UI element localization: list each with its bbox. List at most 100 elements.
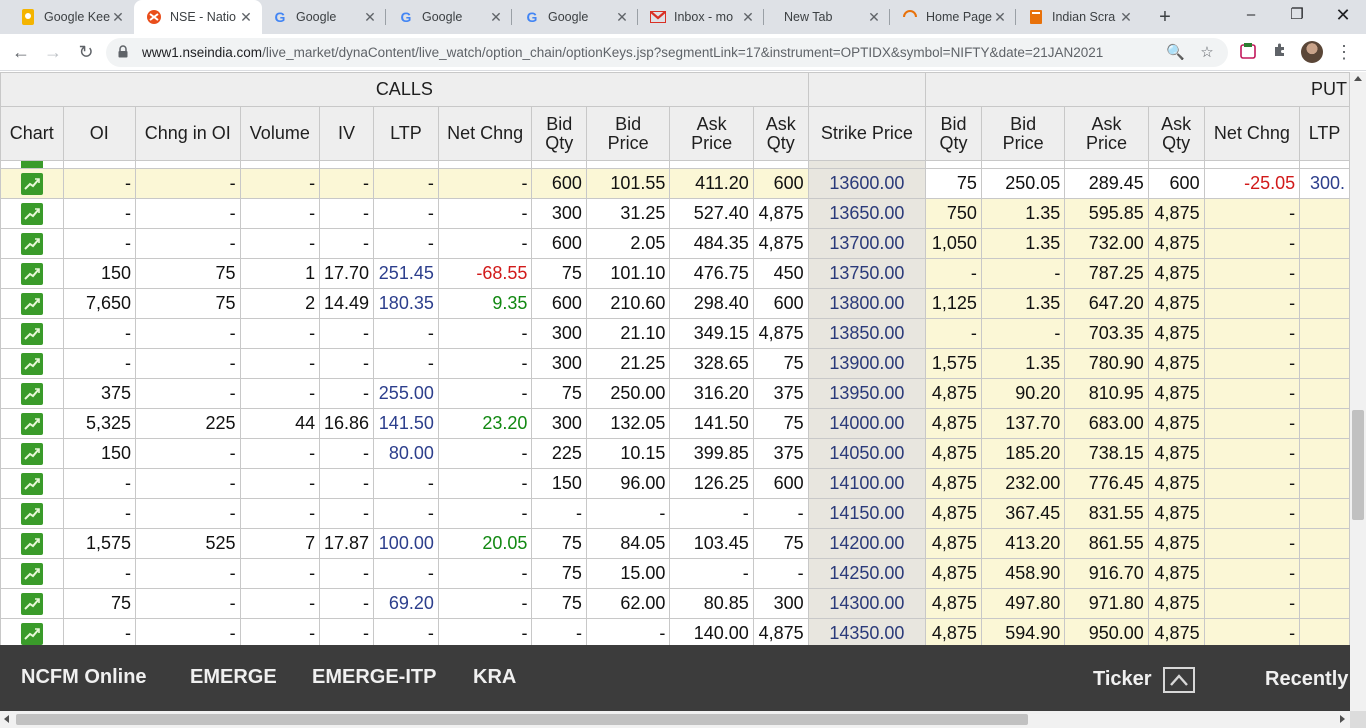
browser-tab-3[interactable]: G Google ✕	[260, 0, 386, 34]
put-net-chng-cell: -	[1203, 378, 1301, 409]
close-tab-icon[interactable]: ✕	[616, 8, 628, 25]
strike-price-cell[interactable]: 13850.00	[807, 318, 927, 349]
scroll-left-arrow-icon[interactable]	[4, 715, 9, 723]
address-bar[interactable]: www1.nseindia.com/live_market/dynaConten…	[106, 38, 1228, 67]
put-bid-price-cell: 367.45	[980, 498, 1066, 529]
browser-tab-2[interactable]: NSE - Natio ✕	[134, 0, 262, 34]
chart-icon[interactable]	[0, 588, 64, 619]
close-window-button[interactable]: ✕	[1335, 5, 1351, 25]
close-tab-icon[interactable]: ✕	[1120, 8, 1132, 25]
call-ltp-cell[interactable]: 251.45	[372, 258, 439, 289]
strike-price-cell[interactable]: 14050.00	[807, 438, 927, 469]
strike-price-cell[interactable]: 14200.00	[807, 528, 927, 559]
close-tab-icon[interactable]: ✕	[490, 8, 502, 25]
chart-icon[interactable]	[0, 558, 64, 589]
chart-icon[interactable]	[0, 408, 64, 439]
close-tab-icon[interactable]: ✕	[994, 8, 1006, 25]
strike-price-cell[interactable]: 14250.00	[807, 558, 927, 589]
restore-button[interactable]: ❐	[1290, 6, 1304, 23]
put-ask-price-cell: 861.55	[1064, 528, 1149, 559]
put-bid-qty-cell: 4,875	[925, 438, 982, 469]
browser-tab-4[interactable]: G Google ✕	[386, 0, 512, 34]
chart-icon[interactable]	[0, 198, 64, 229]
lock-icon[interactable]	[118, 45, 128, 58]
chart-icon[interactable]	[0, 378, 64, 409]
call-ltp-cell[interactable]: 100.00	[372, 528, 439, 559]
close-tab-icon[interactable]: ✕	[112, 8, 124, 25]
table-row: 150- - -80.00-225 10.15 399.85 375 14050.00 4,8…	[0, 438, 1350, 469]
chart-icon[interactable]	[0, 438, 64, 469]
browser-tab-7[interactable]: New Tab ✕	[764, 0, 890, 34]
strike-price-cell[interactable]: 13800.00	[807, 288, 927, 319]
strike-price-cell[interactable]: 13900.00	[807, 348, 927, 379]
call-ltp-cell[interactable]: 180.35	[372, 288, 439, 319]
strike-price-cell[interactable]: 13650.00	[807, 198, 927, 229]
strike-price-cell[interactable]: 13600.00	[807, 168, 927, 199]
strike-price-cell[interactable]: 13950.00	[807, 378, 927, 409]
vertical-scrollbar[interactable]	[1350, 72, 1366, 711]
bookmark-star-icon[interactable]: ☆	[1200, 44, 1214, 61]
chart-icon[interactable]	[0, 498, 64, 529]
strike-price-cell[interactable]: 14150.00	[807, 498, 927, 529]
recently-viewed-label[interactable]: Recently	[1265, 668, 1349, 690]
call-bid-price-cell: 21.10	[585, 318, 671, 349]
browser-toolbar: ← → ↻ www1.nseindia.com/live_market/dyna…	[0, 34, 1366, 71]
strike-price-cell[interactable]: 14100.00	[807, 468, 927, 499]
footer-link-emerge[interactable]: EMERGE	[190, 666, 277, 688]
profile-avatar[interactable]	[1301, 41, 1323, 63]
call-ltp-cell[interactable]: 141.50	[372, 408, 439, 439]
call-volume-cell: -	[239, 198, 321, 229]
horizontal-scrollbar[interactable]	[0, 711, 1350, 728]
table-cell	[1064, 160, 1149, 169]
extension-icon[interactable]	[1238, 42, 1258, 62]
chart-icon[interactable]	[0, 168, 64, 199]
browser-tab-8[interactable]: Home Page ✕	[890, 0, 1016, 34]
scroll-up-arrow-icon[interactable]	[1354, 76, 1362, 81]
chart-icon[interactable]	[0, 318, 64, 349]
browser-tab-6[interactable]: Inbox - mo ✕	[638, 0, 764, 34]
new-tab-button[interactable]: +	[1159, 6, 1171, 28]
strike-price-cell[interactable]: 13750.00	[807, 258, 927, 289]
strike-price-cell[interactable]: 14350.00	[807, 618, 927, 645]
ticker-toggle-button[interactable]	[1163, 667, 1195, 693]
column-header-strike-price: Strike Price	[807, 106, 927, 161]
extensions-puzzle-icon[interactable]	[1270, 42, 1290, 62]
close-tab-icon[interactable]: ✕	[240, 8, 252, 25]
call-ltp-cell[interactable]: 80.00	[372, 438, 439, 469]
chart-icon[interactable]	[0, 288, 64, 319]
chart-icon[interactable]	[0, 258, 64, 289]
footer-link-ncfm[interactable]: NCFM Online	[21, 666, 147, 688]
browser-tab-9[interactable]: Indian Scra ✕	[1016, 0, 1142, 34]
footer-link-emerge-itp[interactable]: EMERGE-ITP	[312, 666, 437, 688]
zoom-icon[interactable]: 🔍	[1166, 44, 1185, 61]
minimize-button[interactable]: –	[1246, 6, 1256, 23]
table-cell	[135, 160, 241, 169]
footer-link-kra[interactable]: KRA	[473, 666, 517, 688]
chart-icon[interactable]	[0, 468, 64, 499]
scroll-right-arrow-icon[interactable]	[1340, 715, 1345, 723]
scrollbar-corner	[1350, 711, 1366, 728]
close-tab-icon[interactable]: ✕	[364, 8, 376, 25]
browser-tab-5[interactable]: G Google ✕	[512, 0, 638, 34]
close-tab-icon[interactable]: ✕	[742, 8, 754, 25]
call-ltp-cell[interactable]: 255.00	[372, 378, 439, 409]
horizontal-scroll-thumb[interactable]	[16, 714, 1028, 725]
reload-icon[interactable]: ↻	[78, 42, 94, 62]
vertical-scroll-thumb[interactable]	[1352, 410, 1364, 520]
strike-price-cell[interactable]: 13700.00	[807, 228, 927, 259]
forward-icon[interactable]: →	[44, 42, 62, 62]
chart-icon[interactable]	[0, 528, 64, 559]
put-ltp-cell[interactable]: 300.	[1299, 168, 1350, 199]
chart-icon[interactable]	[0, 618, 64, 645]
column-header-bid-price: Bid Price	[980, 106, 1066, 161]
menu-icon[interactable]: ⋮	[1335, 42, 1353, 62]
back-icon[interactable]: ←	[12, 42, 30, 62]
browser-tab-1[interactable]: Google Kee ✕	[8, 0, 134, 34]
strike-price-cell[interactable]: 14000.00	[807, 408, 927, 439]
chart-icon[interactable]	[0, 348, 64, 379]
ticker-label[interactable]: Ticker	[1093, 668, 1152, 690]
close-tab-icon[interactable]: ✕	[868, 8, 880, 25]
call-ltp-cell[interactable]: 69.20	[372, 588, 439, 619]
chart-icon[interactable]	[0, 228, 64, 259]
strike-price-cell[interactable]: 14300.00	[807, 588, 927, 619]
